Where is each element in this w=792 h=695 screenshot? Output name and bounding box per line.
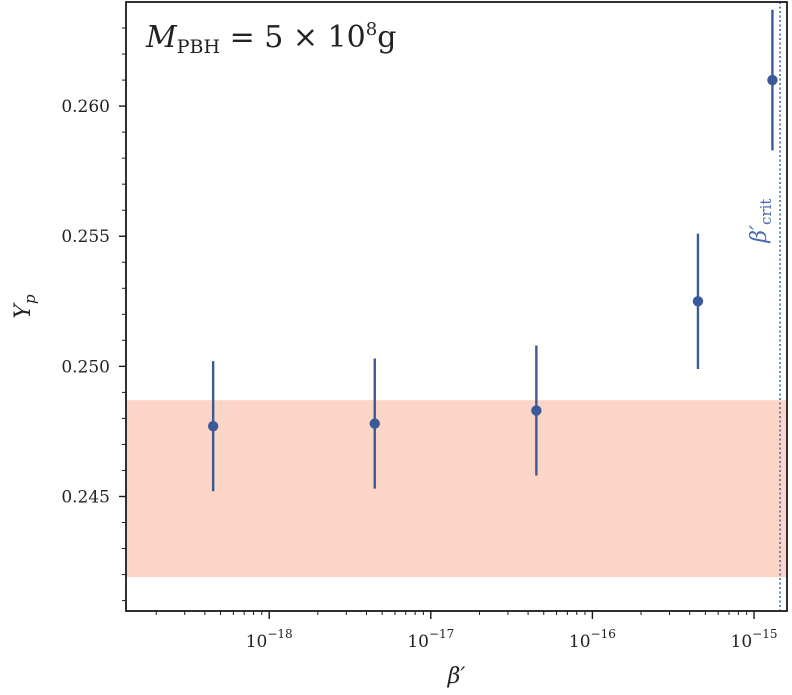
data-point — [369, 418, 380, 429]
x-axis-label: β′ — [447, 664, 466, 689]
y-tick-label: 0.255 — [61, 227, 110, 247]
x-tick-label: 10−18 — [246, 627, 293, 652]
x-tick-label: 10−16 — [569, 627, 616, 652]
mass-annotation: MPBH = 5 × 108g — [145, 19, 396, 58]
y-axis-label: Yp — [11, 294, 39, 319]
data-point — [207, 421, 219, 432]
y-tick-label: 0.245 — [61, 487, 110, 507]
critical-line-label: β′crit — [747, 199, 775, 244]
x-tick-label: 10−15 — [731, 627, 778, 652]
observed-band — [126, 400, 787, 578]
data-point — [692, 296, 704, 307]
data-point — [531, 405, 542, 416]
x-tick-label: 10−17 — [407, 627, 454, 652]
y-tick-label: 0.250 — [61, 357, 110, 377]
plot-frame — [125, 1, 788, 612]
y-tick-label: 0.260 — [61, 97, 110, 117]
data-point — [767, 74, 778, 86]
